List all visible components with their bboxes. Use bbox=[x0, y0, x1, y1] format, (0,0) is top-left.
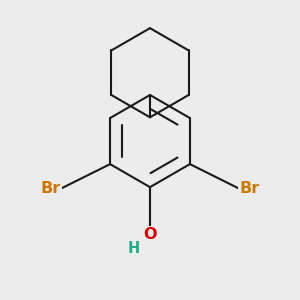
Text: Br: Br bbox=[239, 181, 260, 196]
Text: H: H bbox=[128, 241, 140, 256]
Text: O: O bbox=[143, 227, 157, 242]
Text: Br: Br bbox=[40, 181, 61, 196]
